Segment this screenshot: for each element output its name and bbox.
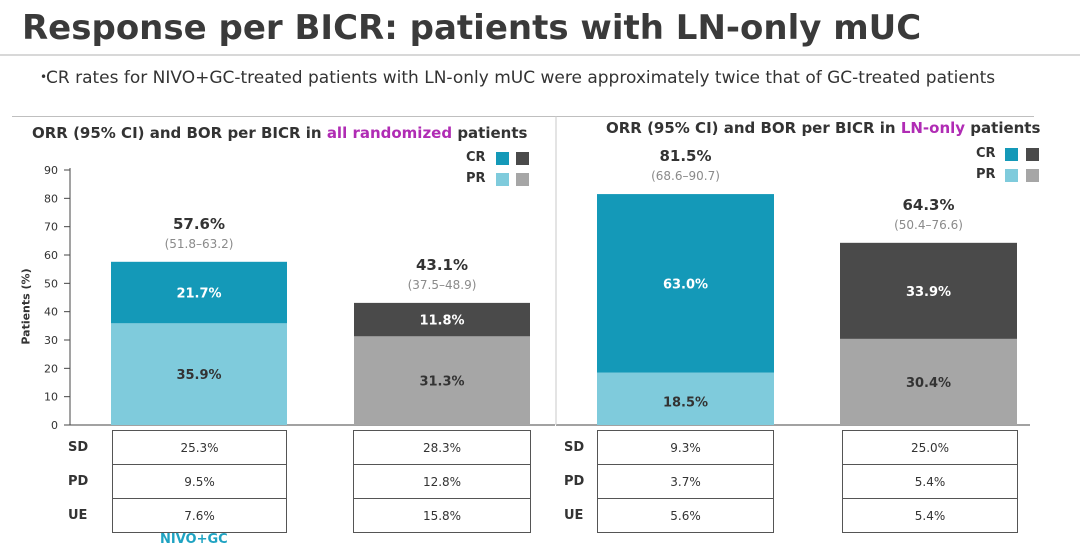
slide-title: Response per BICR: patients with LN-only… — [22, 8, 922, 48]
left-panel-title: ORR (95% CI) and BOR per BICR in all ran… — [32, 124, 527, 142]
left-legend-pr-nivo-swatch — [496, 173, 509, 186]
right-legend-pr-nivo-swatch — [1005, 169, 1018, 182]
table-cell-left-gc-sd: 28.3% — [353, 430, 531, 465]
left-legend-cr-gc-swatch — [516, 152, 529, 165]
right-legend-cr-nivo-swatch — [1005, 148, 1018, 161]
data-label-pr: 30.4% — [906, 376, 951, 391]
table-cell-left-nivo-ue: 7.6% — [112, 498, 287, 533]
row-label-sd-right: SD — [564, 440, 585, 455]
table-cell-right-nivo-sd: 9.3% — [597, 430, 774, 465]
right-legend-cr-label: CR — [976, 146, 996, 161]
data-label-ci: (68.6–90.7) — [651, 169, 720, 183]
data-label-pr: 35.9% — [176, 368, 221, 383]
left-panel-title-highlight: all randomized — [326, 124, 453, 142]
y-tick-label: 30 — [44, 334, 58, 347]
data-label-cr: 63.0% — [663, 277, 708, 292]
data-label-cr: 21.7% — [176, 287, 221, 302]
y-tick-label: 10 — [44, 391, 58, 404]
table-cell-left-gc-pd: 12.8% — [353, 464, 531, 499]
data-label-orr: 43.1% — [416, 256, 468, 274]
table-cell-left-gc-ue: 15.8% — [353, 498, 531, 533]
y-tick-label: 70 — [44, 221, 58, 234]
data-label-cr: 11.8% — [419, 314, 464, 329]
data-label-cr: 33.9% — [906, 285, 951, 300]
title-divider — [0, 54, 1080, 56]
data-label-ci: (51.8–63.2) — [165, 237, 234, 251]
section-divider — [12, 116, 1034, 117]
bar-segment-cr — [354, 302, 530, 337]
bar-segment-pr — [111, 323, 287, 425]
bar-segment-cr — [840, 242, 1017, 339]
y-tick-label: 0 — [51, 419, 58, 432]
right-panel-title: ORR (95% CI) and BOR per BICR in LN-only… — [606, 119, 1040, 137]
left-legend-pr-label: PR — [466, 171, 486, 186]
data-label-ci: (37.5–48.9) — [408, 278, 477, 292]
right-panel-title-highlight: LN-only — [900, 119, 966, 137]
table-cell-left-nivo-sd: 25.3% — [112, 430, 287, 465]
bar-segment-cr — [597, 194, 774, 373]
bullet-text: CR rates for NIVO+GC-treated patients wi… — [46, 68, 996, 88]
row-label-pd-left: PD — [68, 474, 89, 489]
right-panel-title-suffix: patients — [965, 119, 1041, 137]
y-tick-label: 60 — [44, 249, 58, 262]
left-legend-cr-nivo-swatch — [496, 152, 509, 165]
data-label-pr: 31.3% — [419, 375, 464, 390]
y-tick-label: 90 — [44, 164, 58, 177]
row-label-sd-left: SD — [68, 440, 89, 455]
bar-segment-pr — [597, 372, 774, 425]
table-cell-right-gc-sd: 25.0% — [842, 430, 1018, 465]
y-tick-label: 40 — [44, 306, 58, 319]
left-panel-title-suffix: patients — [452, 124, 528, 142]
left-panel-title-prefix: ORR (95% CI) and BOR per BICR in — [32, 124, 327, 142]
table-cell-right-gc-ue: 5.4% — [842, 498, 1018, 533]
right-panel-title-prefix: ORR (95% CI) and BOR per BICR in — [606, 119, 901, 137]
data-label-pr: 18.5% — [663, 396, 708, 411]
bullet-dot: • — [40, 70, 48, 84]
table-cell-right-nivo-pd: 3.7% — [597, 464, 774, 499]
right-legend-pr-gc-swatch — [1026, 169, 1039, 182]
data-label-orr: 81.5% — [659, 147, 711, 165]
bar-segment-pr — [840, 338, 1017, 425]
y-tick-label: 20 — [44, 362, 58, 375]
table-cell-right-nivo-ue: 5.6% — [597, 498, 774, 533]
left-legend-cr-label: CR — [466, 150, 486, 165]
row-label-pd-right: PD — [564, 474, 585, 489]
bar-segment-cr — [111, 261, 287, 324]
data-label-orr: 57.6% — [173, 215, 225, 233]
right-legend-cr-gc-swatch — [1026, 148, 1039, 161]
table-cell-right-gc-pd: 5.4% — [842, 464, 1018, 499]
table-cell-left-nivo-pd: 9.5% — [112, 464, 287, 499]
row-label-ue-left: UE — [68, 508, 88, 523]
y-tick-label: 80 — [44, 192, 58, 205]
data-label-ci: (50.4–76.6) — [894, 218, 963, 232]
bar-segment-pr — [354, 336, 530, 425]
right-legend-pr-label: PR — [976, 167, 996, 182]
data-label-orr: 64.3% — [902, 196, 954, 214]
left-legend-pr-gc-swatch — [516, 173, 529, 186]
y-tick-label: 50 — [44, 277, 58, 290]
row-label-ue-right: UE — [564, 508, 584, 523]
